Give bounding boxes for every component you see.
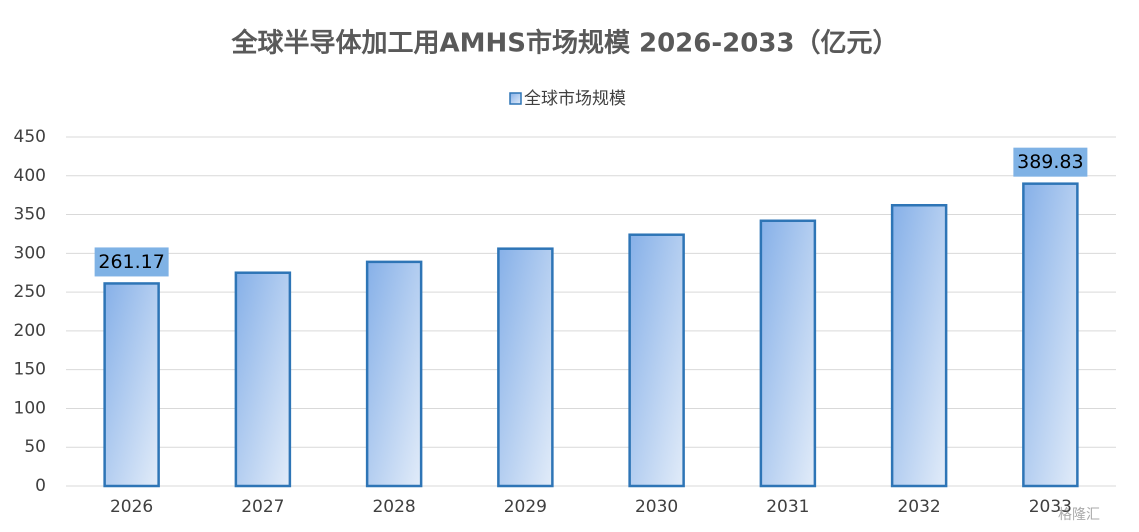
x-tick-label: 2026 — [110, 497, 153, 517]
bar — [497, 247, 554, 488]
bar — [890, 203, 948, 488]
legend-label: 全球市场规模 — [524, 89, 626, 109]
data-label-box — [1013, 147, 1088, 177]
x-tick-label: 2032 — [897, 497, 940, 517]
x-tick-label: 2031 — [766, 497, 809, 517]
data-label: 261.17 — [98, 251, 164, 273]
bar — [759, 219, 817, 488]
y-tick-label: 400 — [14, 166, 46, 186]
x-tick-label: 2029 — [504, 497, 547, 517]
watermark: 格隆汇 — [1058, 507, 1100, 523]
y-tick-label: 50 — [24, 437, 46, 457]
bar — [103, 282, 160, 488]
chart-title: 全球半导体加工用AMHS市场规模 2026-2033（亿元） — [230, 28, 898, 59]
y-tick-label: 0 — [35, 476, 46, 496]
bar — [1022, 182, 1079, 488]
y-tick-label: 350 — [14, 205, 46, 225]
data-label: 389.83 — [1017, 151, 1083, 173]
y-tick-label: 300 — [14, 243, 46, 263]
x-tick-label: 2033 — [1029, 497, 1072, 517]
y-tick-label: 100 — [14, 398, 46, 418]
x-tick-label: 2030 — [635, 497, 678, 517]
y-tick-label: 450 — [14, 127, 46, 147]
x-tick-label: 2027 — [241, 497, 284, 517]
bar — [365, 260, 423, 488]
x-tick-label: 2028 — [372, 497, 415, 517]
bar — [628, 233, 685, 488]
y-tick-label: 150 — [14, 360, 46, 380]
y-tick-label: 200 — [14, 321, 46, 341]
legend-swatch — [509, 92, 522, 105]
data-label-box — [94, 247, 169, 277]
y-tick-label: 250 — [14, 282, 46, 302]
bar — [234, 271, 292, 488]
